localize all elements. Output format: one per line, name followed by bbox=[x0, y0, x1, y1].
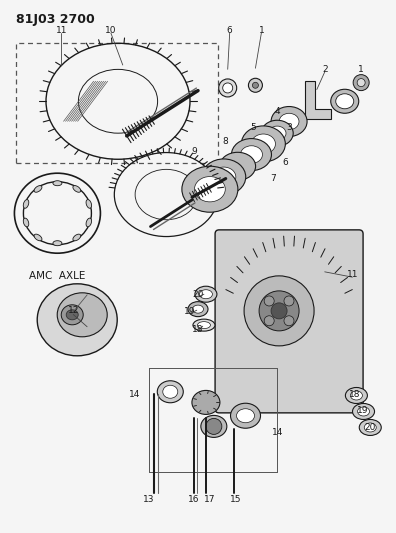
Ellipse shape bbox=[57, 293, 107, 337]
Circle shape bbox=[264, 296, 274, 306]
Text: AMC  AXLE: AMC AXLE bbox=[29, 271, 86, 281]
Circle shape bbox=[206, 418, 222, 434]
Ellipse shape bbox=[358, 407, 369, 416]
Text: 16: 16 bbox=[188, 495, 200, 504]
Ellipse shape bbox=[240, 146, 263, 164]
Text: 81J03 2700: 81J03 2700 bbox=[16, 13, 95, 26]
Ellipse shape bbox=[86, 199, 91, 208]
Ellipse shape bbox=[336, 94, 354, 109]
Ellipse shape bbox=[251, 134, 276, 154]
Circle shape bbox=[264, 316, 274, 326]
Ellipse shape bbox=[268, 126, 286, 140]
Circle shape bbox=[353, 75, 369, 91]
Ellipse shape bbox=[201, 415, 227, 438]
Circle shape bbox=[223, 83, 233, 93]
Text: 11: 11 bbox=[55, 26, 67, 35]
Bar bbox=[16, 43, 218, 163]
Ellipse shape bbox=[86, 218, 91, 227]
Ellipse shape bbox=[23, 199, 29, 208]
Ellipse shape bbox=[193, 319, 215, 331]
Text: 18: 18 bbox=[348, 390, 360, 399]
Text: 20: 20 bbox=[365, 423, 376, 432]
Ellipse shape bbox=[194, 176, 225, 202]
Text: 20: 20 bbox=[192, 290, 204, 299]
Ellipse shape bbox=[163, 385, 178, 398]
Ellipse shape bbox=[195, 286, 217, 302]
Text: 17: 17 bbox=[204, 495, 216, 504]
Circle shape bbox=[252, 82, 259, 88]
Text: 1: 1 bbox=[259, 26, 264, 35]
Ellipse shape bbox=[200, 290, 212, 298]
Text: 15: 15 bbox=[230, 495, 242, 504]
Ellipse shape bbox=[34, 234, 42, 241]
Ellipse shape bbox=[37, 284, 117, 356]
Text: 19: 19 bbox=[356, 406, 368, 415]
Ellipse shape bbox=[66, 310, 78, 320]
Circle shape bbox=[244, 276, 314, 346]
Circle shape bbox=[271, 303, 287, 319]
Ellipse shape bbox=[231, 139, 272, 171]
Text: 13: 13 bbox=[143, 495, 154, 504]
Text: 8: 8 bbox=[223, 137, 228, 146]
Text: 6: 6 bbox=[227, 26, 232, 35]
Text: 2: 2 bbox=[322, 65, 327, 74]
Ellipse shape bbox=[345, 387, 367, 403]
Text: 14: 14 bbox=[129, 390, 140, 399]
Ellipse shape bbox=[279, 114, 299, 130]
Circle shape bbox=[259, 291, 299, 331]
Ellipse shape bbox=[23, 218, 29, 227]
Polygon shape bbox=[305, 81, 331, 119]
Text: 1: 1 bbox=[358, 65, 363, 74]
Ellipse shape bbox=[157, 381, 183, 403]
Circle shape bbox=[284, 316, 294, 326]
Text: 4: 4 bbox=[274, 108, 280, 116]
Ellipse shape bbox=[53, 241, 62, 246]
FancyBboxPatch shape bbox=[215, 230, 363, 413]
Ellipse shape bbox=[211, 167, 236, 187]
Text: 5: 5 bbox=[251, 124, 256, 132]
Text: 6: 6 bbox=[282, 158, 288, 167]
Ellipse shape bbox=[352, 403, 375, 419]
Ellipse shape bbox=[198, 321, 210, 329]
Text: 3: 3 bbox=[286, 124, 292, 132]
Ellipse shape bbox=[220, 152, 255, 180]
Text: 11: 11 bbox=[346, 270, 358, 279]
Ellipse shape bbox=[188, 302, 208, 317]
Ellipse shape bbox=[236, 409, 255, 423]
Ellipse shape bbox=[73, 185, 81, 192]
Text: 7: 7 bbox=[270, 174, 276, 183]
Ellipse shape bbox=[73, 234, 81, 241]
Ellipse shape bbox=[364, 423, 376, 432]
Ellipse shape bbox=[331, 89, 359, 114]
Ellipse shape bbox=[192, 305, 204, 313]
Ellipse shape bbox=[261, 120, 293, 146]
Text: 10: 10 bbox=[105, 26, 117, 35]
Circle shape bbox=[248, 78, 263, 92]
Text: 9: 9 bbox=[191, 148, 197, 156]
Ellipse shape bbox=[350, 391, 362, 400]
Ellipse shape bbox=[34, 185, 42, 192]
Ellipse shape bbox=[241, 126, 286, 162]
Ellipse shape bbox=[230, 403, 261, 428]
Text: 18: 18 bbox=[192, 325, 204, 334]
Ellipse shape bbox=[182, 166, 238, 212]
Circle shape bbox=[357, 78, 365, 87]
Ellipse shape bbox=[271, 107, 307, 136]
Ellipse shape bbox=[61, 305, 83, 325]
Ellipse shape bbox=[202, 159, 246, 195]
Circle shape bbox=[219, 79, 237, 97]
Ellipse shape bbox=[53, 181, 62, 185]
Ellipse shape bbox=[359, 419, 381, 435]
Circle shape bbox=[284, 296, 294, 306]
Ellipse shape bbox=[192, 390, 220, 415]
Text: 19: 19 bbox=[184, 308, 196, 316]
Text: 14: 14 bbox=[272, 429, 283, 437]
Text: 12: 12 bbox=[68, 306, 79, 314]
